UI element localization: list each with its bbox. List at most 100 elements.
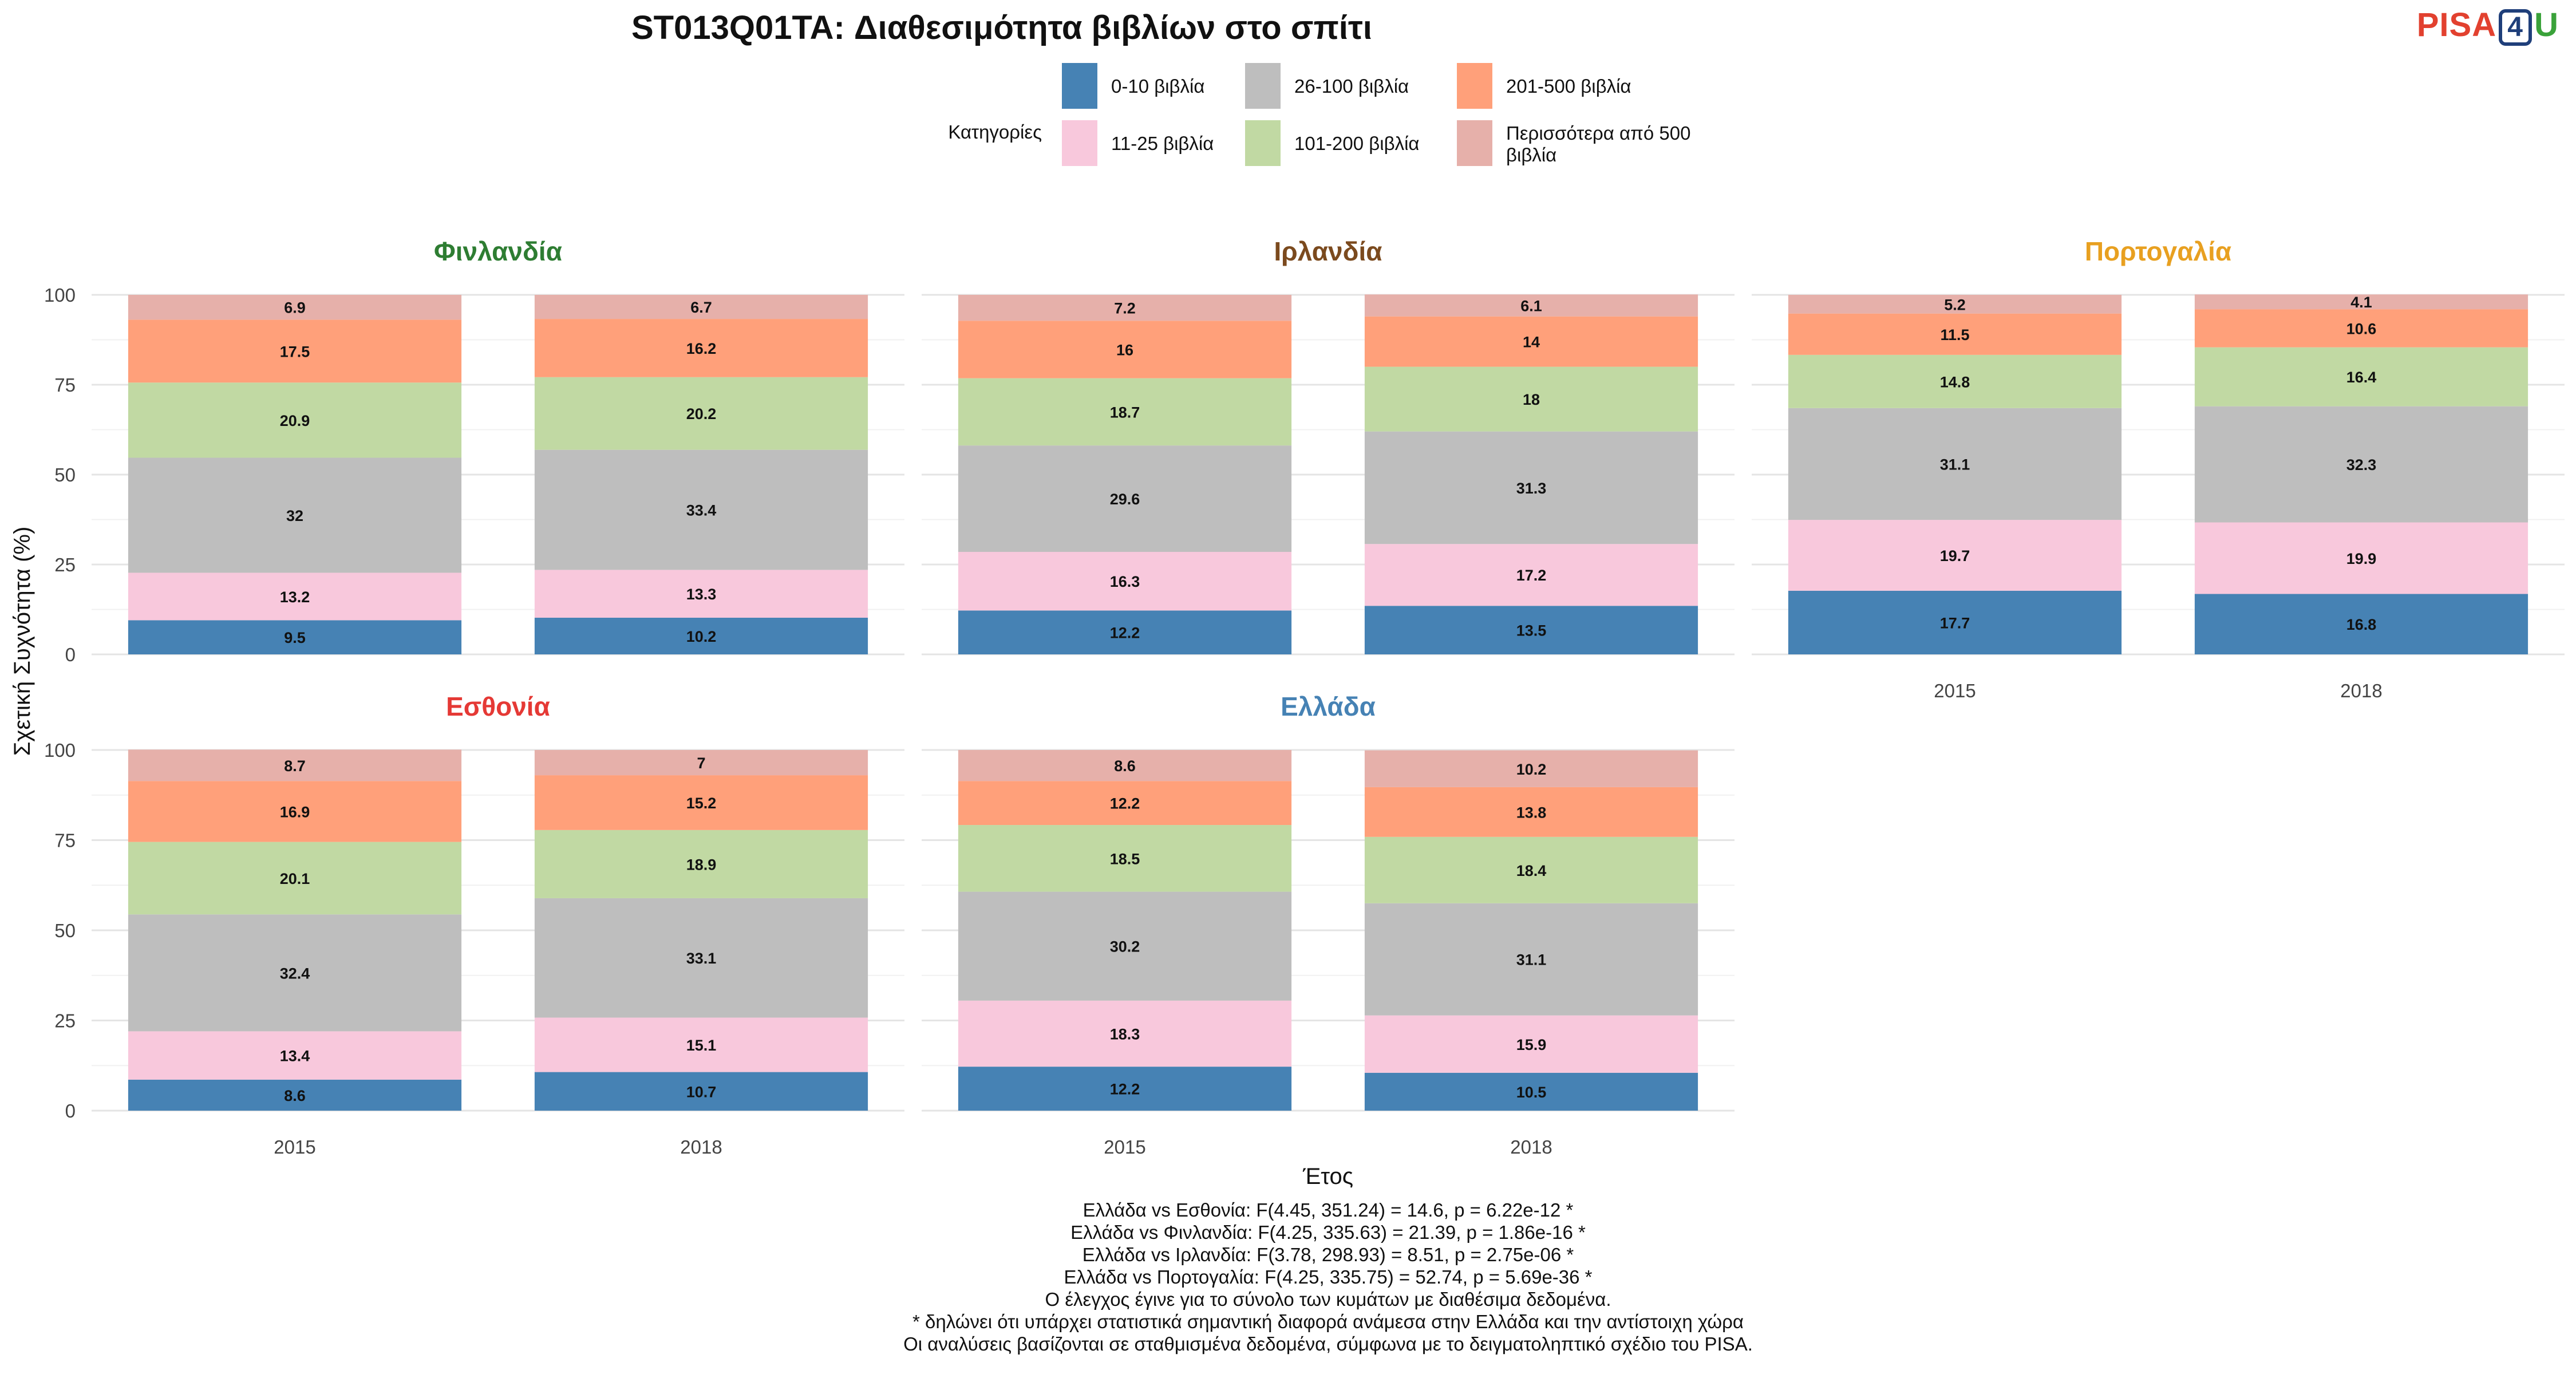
- y-axis-label: Σχετική Συχνότητα (%): [10, 527, 35, 756]
- legend-label: 201-500 βιβλία: [1506, 76, 1631, 97]
- legend-title: Κατηγορίες: [948, 121, 1042, 143]
- data-label: 32.3: [2346, 456, 2377, 473]
- data-label: 19.7: [1940, 547, 1970, 564]
- caption-line: * δηλώνει ότι υπάρχει στατιστικά σημαντι…: [912, 1311, 1744, 1332]
- bar-segment: [1364, 1015, 1698, 1073]
- data-label: 8.6: [284, 1087, 306, 1104]
- panel: Ελλάδα 12.2 18.3 30.2 18.5 12.2 8.6 2015 10.5 15.…: [922, 692, 1735, 1158]
- data-label: 10.7: [686, 1083, 717, 1100]
- bar-segment: [1788, 354, 2122, 408]
- data-label: 13.4: [280, 1048, 310, 1065]
- bar-segment: [128, 620, 462, 654]
- x-axis-label: Έτος: [1302, 1164, 1353, 1189]
- bar-segment: [2194, 347, 2528, 406]
- logo-text-pisa: PISA: [2416, 6, 2497, 44]
- panel: Ιρλανδία 12.2 16.3 29.6 18.7 16 7.2 13.5 17.2 31.…: [922, 236, 1735, 656]
- data-label: 10.2: [1516, 761, 1547, 778]
- panel-title: Ιρλανδία: [1274, 236, 1382, 266]
- panels: 0 25 50 75 100 Φινλανδία 9.5 13.2 32 20.9 17.5 6.9 1…: [44, 236, 2565, 1158]
- bar-segment: [1364, 366, 1698, 432]
- panel: Πορτογαλία 17.7 19.7 31.1 14.8 11.5 5.2 2015 16.…: [1752, 236, 2565, 701]
- y-tick-label: 50: [54, 464, 76, 485]
- data-label: 16.8: [2346, 616, 2377, 633]
- bar-segment: [534, 775, 868, 830]
- bar-segment: [2194, 309, 2528, 348]
- y-tick-label: 75: [54, 830, 76, 851]
- bar-segment: [1364, 544, 1698, 606]
- bar-segment: [1364, 1072, 1698, 1111]
- caption-line: Ελλάδα vs Εσθονία: F(4.45, 351.24) = 14.…: [1083, 1199, 1574, 1221]
- pisa4u-logo: PISA 4 U: [2417, 6, 2559, 46]
- bar-segment: [958, 1000, 1292, 1067]
- bar-segment: [958, 781, 1292, 826]
- legend-swatch: [1245, 120, 1281, 166]
- bar-segment: [1788, 295, 2122, 314]
- data-label: 20.2: [686, 405, 717, 423]
- bar-segment: [534, 570, 868, 618]
- data-label: 18: [1523, 391, 1540, 408]
- data-label: 10.5: [1516, 1084, 1547, 1101]
- bar-segment: [1788, 520, 2122, 591]
- data-label: 32.4: [280, 965, 310, 982]
- x-tick-label: 2015: [1104, 1136, 1145, 1158]
- bar-segment: [2194, 406, 2528, 523]
- x-tick-label: 2018: [2340, 680, 2382, 701]
- data-label: 20.1: [280, 870, 310, 887]
- bar-segment: [128, 382, 462, 458]
- data-label: 15.1: [686, 1037, 717, 1054]
- bar-segment: [1364, 316, 1698, 367]
- data-label: 6.9: [284, 299, 306, 317]
- bar-segment: [128, 914, 462, 1032]
- bar-segment: [2194, 594, 2528, 654]
- data-label: 6.1: [1520, 298, 1542, 315]
- bar-segment: [1788, 408, 2122, 520]
- data-label: 31.1: [1516, 951, 1547, 969]
- bar-segment: [958, 445, 1292, 552]
- data-label: 31.3: [1516, 480, 1547, 497]
- logo-text-four: 4: [2499, 9, 2532, 46]
- data-label: 8.6: [1114, 757, 1136, 775]
- data-label: 31.1: [1940, 456, 1970, 473]
- x-tick-label: 2015: [1934, 680, 1976, 701]
- bar-segment: [534, 750, 868, 776]
- bar-segment: [128, 457, 462, 573]
- bar-segment: [1364, 750, 1698, 787]
- data-label: 16.3: [1110, 573, 1140, 590]
- y-tick-label: 100: [44, 285, 76, 306]
- y-tick-label: 0: [65, 1100, 76, 1122]
- data-label: 18.9: [686, 856, 717, 873]
- data-label: 7.2: [1114, 300, 1136, 317]
- caption-line: Ελλάδα vs Φινλανδία: F(4.25, 335.63) = 2…: [1070, 1222, 1586, 1243]
- x-tick-label: 2018: [1510, 1136, 1552, 1158]
- x-tick-label: 2015: [274, 1136, 315, 1158]
- legend-label: Περισσότερα από 500 βιβλία: [1506, 123, 1690, 165]
- y-tick-label: 25: [54, 1010, 76, 1032]
- panel: 0 25 50 75 100 Εσθονία 8.6 13.4 32.4 20.1 16.9 8.7 2…: [44, 692, 904, 1158]
- bar-segment: [958, 552, 1292, 611]
- bar-segment: [958, 295, 1292, 321]
- legend-swatch: [1062, 120, 1097, 166]
- bar-segment: [1364, 294, 1698, 317]
- caption-line: Ελλάδα vs Πορτογαλία: F(4.25, 335.75) = …: [1064, 1266, 1592, 1288]
- bar-segment: [128, 842, 462, 915]
- bar-segment: [1364, 606, 1698, 654]
- y-tick-label: 50: [54, 920, 76, 941]
- legend-label: 101-200 βιβλία: [1294, 133, 1419, 154]
- panel: 0 25 50 75 100 Φινλανδία 9.5 13.2 32 20.9 17.5 6.9 1…: [44, 236, 904, 665]
- data-label: 16.9: [280, 803, 310, 820]
- bar-segment: [534, 1072, 868, 1111]
- legend: Κατηγορίες 0-10 βιβλία 26-100 βιβλία 201-5…: [948, 63, 1690, 166]
- data-label: 13.8: [1516, 804, 1547, 821]
- data-label: 12.2: [1110, 795, 1140, 812]
- bar-segment: [534, 319, 868, 377]
- data-label: 13.5: [1516, 622, 1547, 639]
- bar-segment: [534, 898, 868, 1018]
- data-label: 6.7: [690, 299, 712, 316]
- bar-segment: [2194, 522, 2528, 594]
- y-tick-label: 100: [44, 740, 76, 761]
- caption-line: Ο έλεγχος έγινε για το σύνολο των κυμάτω…: [1045, 1289, 1611, 1310]
- data-label: 5.2: [1944, 296, 1966, 313]
- panel-title: Φινλανδία: [434, 236, 562, 266]
- data-label: 18.3: [1110, 1025, 1140, 1043]
